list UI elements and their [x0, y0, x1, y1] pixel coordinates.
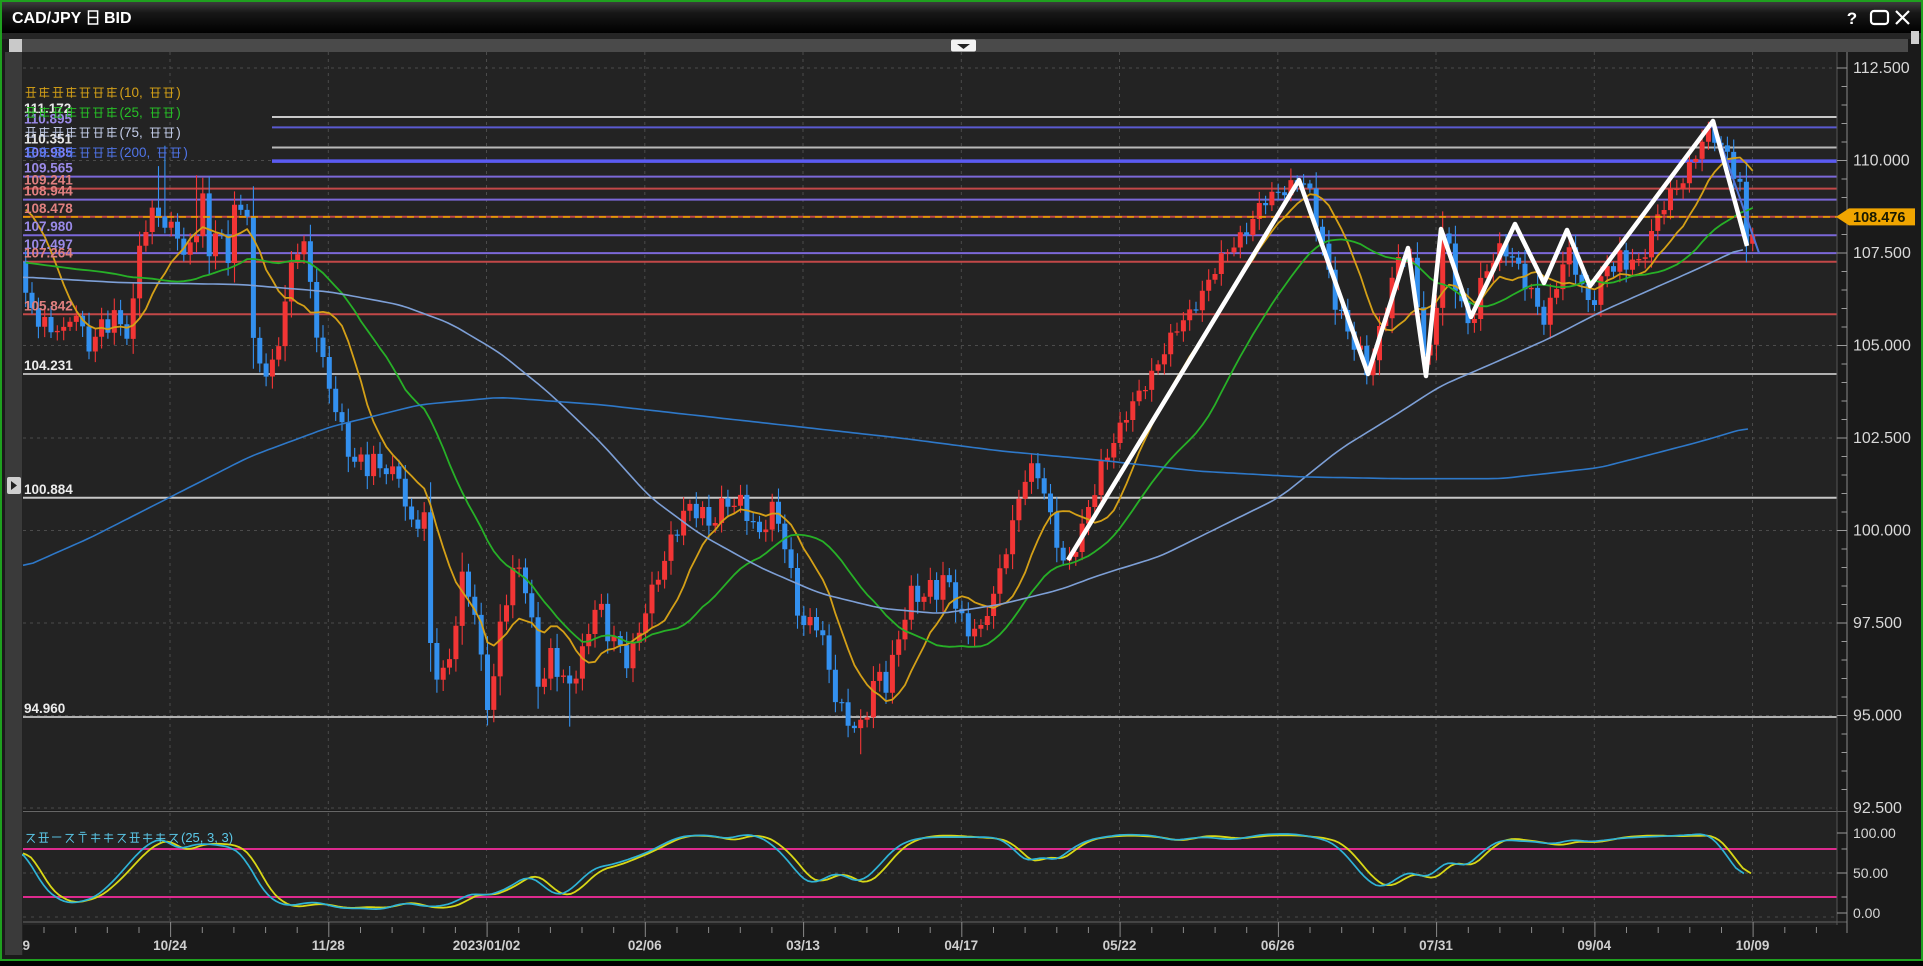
svg-text:(200,: (200,: [120, 145, 151, 160]
svg-text:05/22: 05/22: [1103, 938, 1137, 953]
svg-text:(25,: (25,: [120, 105, 143, 120]
svg-text:102.500: 102.500: [1853, 430, 1911, 447]
svg-text:112.500: 112.500: [1853, 60, 1910, 77]
svg-text:07/31: 07/31: [1419, 938, 1453, 953]
svg-text:110.000: 110.000: [1853, 153, 1910, 170]
svg-text:02/06: 02/06: [628, 938, 662, 953]
svg-text:04/17: 04/17: [944, 938, 978, 953]
svg-text:108.478: 108.478: [24, 201, 73, 216]
svg-text:94.960: 94.960: [24, 701, 65, 716]
svg-text:): ): [176, 105, 181, 120]
svg-text:): ): [176, 125, 181, 140]
svg-text:109.985: 109.985: [24, 145, 73, 160]
svg-text:105.000: 105.000: [1853, 338, 1911, 355]
svg-text:107.500: 107.500: [1853, 245, 1911, 262]
svg-text:95.000: 95.000: [1853, 708, 1902, 725]
svg-text:2023/01/02: 2023/01/02: [453, 938, 521, 953]
svg-text:11/28: 11/28: [312, 938, 346, 953]
svg-text:50.00: 50.00: [1853, 865, 1888, 881]
svg-text:97.500: 97.500: [1853, 615, 1902, 632]
svg-text:107.980: 107.980: [24, 219, 73, 234]
svg-text:107.264: 107.264: [24, 246, 73, 261]
svg-text:06/26: 06/26: [1261, 938, 1295, 953]
svg-text:100.884: 100.884: [24, 482, 73, 497]
svg-text:?: ?: [1847, 9, 1857, 28]
svg-text:): ): [176, 85, 181, 100]
svg-text:108.944: 108.944: [24, 184, 73, 199]
svg-text:(10,: (10,: [120, 85, 143, 100]
svg-text:107.497: 107.497: [24, 237, 73, 252]
svg-text:110.895: 110.895: [24, 111, 73, 126]
svg-text:): ): [183, 145, 188, 160]
svg-text:104.231: 104.231: [24, 358, 73, 373]
svg-text:10/09: 10/09: [1736, 938, 1770, 953]
svg-text:0.00: 0.00: [1853, 905, 1880, 921]
svg-text:105.842: 105.842: [24, 298, 73, 313]
svg-text:03/13: 03/13: [786, 938, 820, 953]
svg-text:CAD/JPY: CAD/JPY: [12, 10, 82, 27]
svg-text:108.476: 108.476: [1853, 210, 1905, 226]
svg-text:109.565: 109.565: [24, 161, 73, 176]
svg-text:109.241: 109.241: [24, 173, 73, 188]
svg-text:100.00: 100.00: [1853, 825, 1896, 841]
svg-text:100.000: 100.000: [1853, 523, 1911, 540]
svg-text:09/04: 09/04: [1577, 938, 1611, 953]
svg-text:10/24: 10/24: [153, 938, 187, 953]
svg-text:(25, 3, 3): (25, 3, 3): [181, 830, 233, 845]
svg-text:92.500: 92.500: [1853, 800, 1902, 817]
svg-text:BID: BID: [104, 10, 132, 27]
svg-text:(75,: (75,: [120, 125, 143, 140]
